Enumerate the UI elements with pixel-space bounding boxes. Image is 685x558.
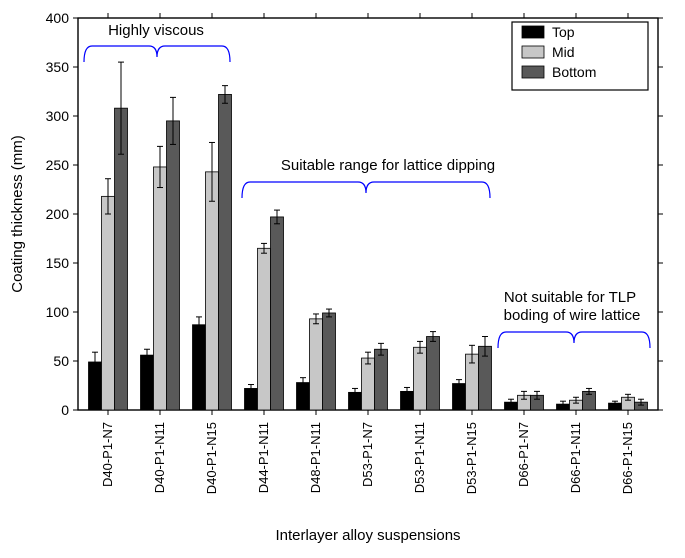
ytick-label: 250 [46, 157, 70, 173]
xtick-label: D40-P1-N7 [100, 422, 115, 487]
ytick-label: 50 [53, 353, 69, 369]
chart-svg: 0 50 100 150 200 250 300 350 400 Coating thicknes… [0, 0, 685, 558]
bar-bottom [323, 313, 336, 410]
ytick-label: 150 [46, 255, 70, 271]
ytick-label: 200 [46, 206, 70, 222]
annotation-text: Highly viscous [108, 22, 204, 39]
bar-top [141, 355, 154, 410]
x-axis-label: Interlayer alloy suspensions [275, 527, 460, 544]
legend-swatch [522, 66, 544, 78]
annotation-text: boding of wire lattice [504, 307, 641, 324]
bar-bottom [375, 349, 388, 410]
bar-mid [206, 172, 219, 410]
bar-bottom [271, 217, 284, 410]
xtick-label: D48-P1-N11 [308, 422, 323, 493]
xtick-label: D53-P1-N15 [464, 422, 479, 494]
legend-label: Bottom [552, 64, 596, 80]
bar-bottom [167, 121, 180, 410]
brace [498, 332, 650, 348]
legend-swatch [522, 26, 544, 38]
bar-bottom [427, 337, 440, 411]
xtick-label: D40-P1-N15 [204, 422, 219, 494]
y-axis-label: Coating thickness (mm) [9, 135, 26, 293]
brace [242, 182, 490, 198]
annotation-text: Suitable range for lattice dipping [281, 157, 495, 174]
bar-bottom [219, 94, 232, 410]
bar-mid [154, 167, 167, 410]
xtick-label: D40-P1-N11 [152, 422, 167, 493]
xtick-label: D66-P1-N11 [568, 422, 583, 493]
brace [84, 46, 230, 62]
xtick-label: D44-P1-N11 [256, 422, 271, 493]
bar-mid [258, 248, 271, 410]
ytick-label: 0 [61, 402, 69, 418]
ytick-label: 100 [46, 304, 70, 320]
xtick-label: D53-P1-N11 [412, 422, 427, 493]
ytick-label: 300 [46, 108, 70, 124]
bar-mid [310, 319, 323, 410]
legend-label: Top [552, 24, 575, 40]
legend-swatch [522, 46, 544, 58]
bar-top [193, 325, 206, 410]
annotation-text: Not suitable for TLP [504, 289, 636, 306]
ytick-label: 350 [46, 59, 70, 75]
xtick-label: D66-P1-N15 [620, 422, 635, 494]
legend-label: Mid [552, 44, 575, 60]
bar-mid [362, 358, 375, 410]
xtick-label: D66-P1-N7 [516, 422, 531, 487]
chart-container: 0 50 100 150 200 250 300 350 400 Coating thicknes… [0, 0, 685, 558]
bar-mid [102, 196, 115, 410]
ytick-label: 400 [46, 10, 70, 26]
xtick-label: D53-P1-N7 [360, 422, 375, 487]
bar-mid [414, 347, 427, 410]
